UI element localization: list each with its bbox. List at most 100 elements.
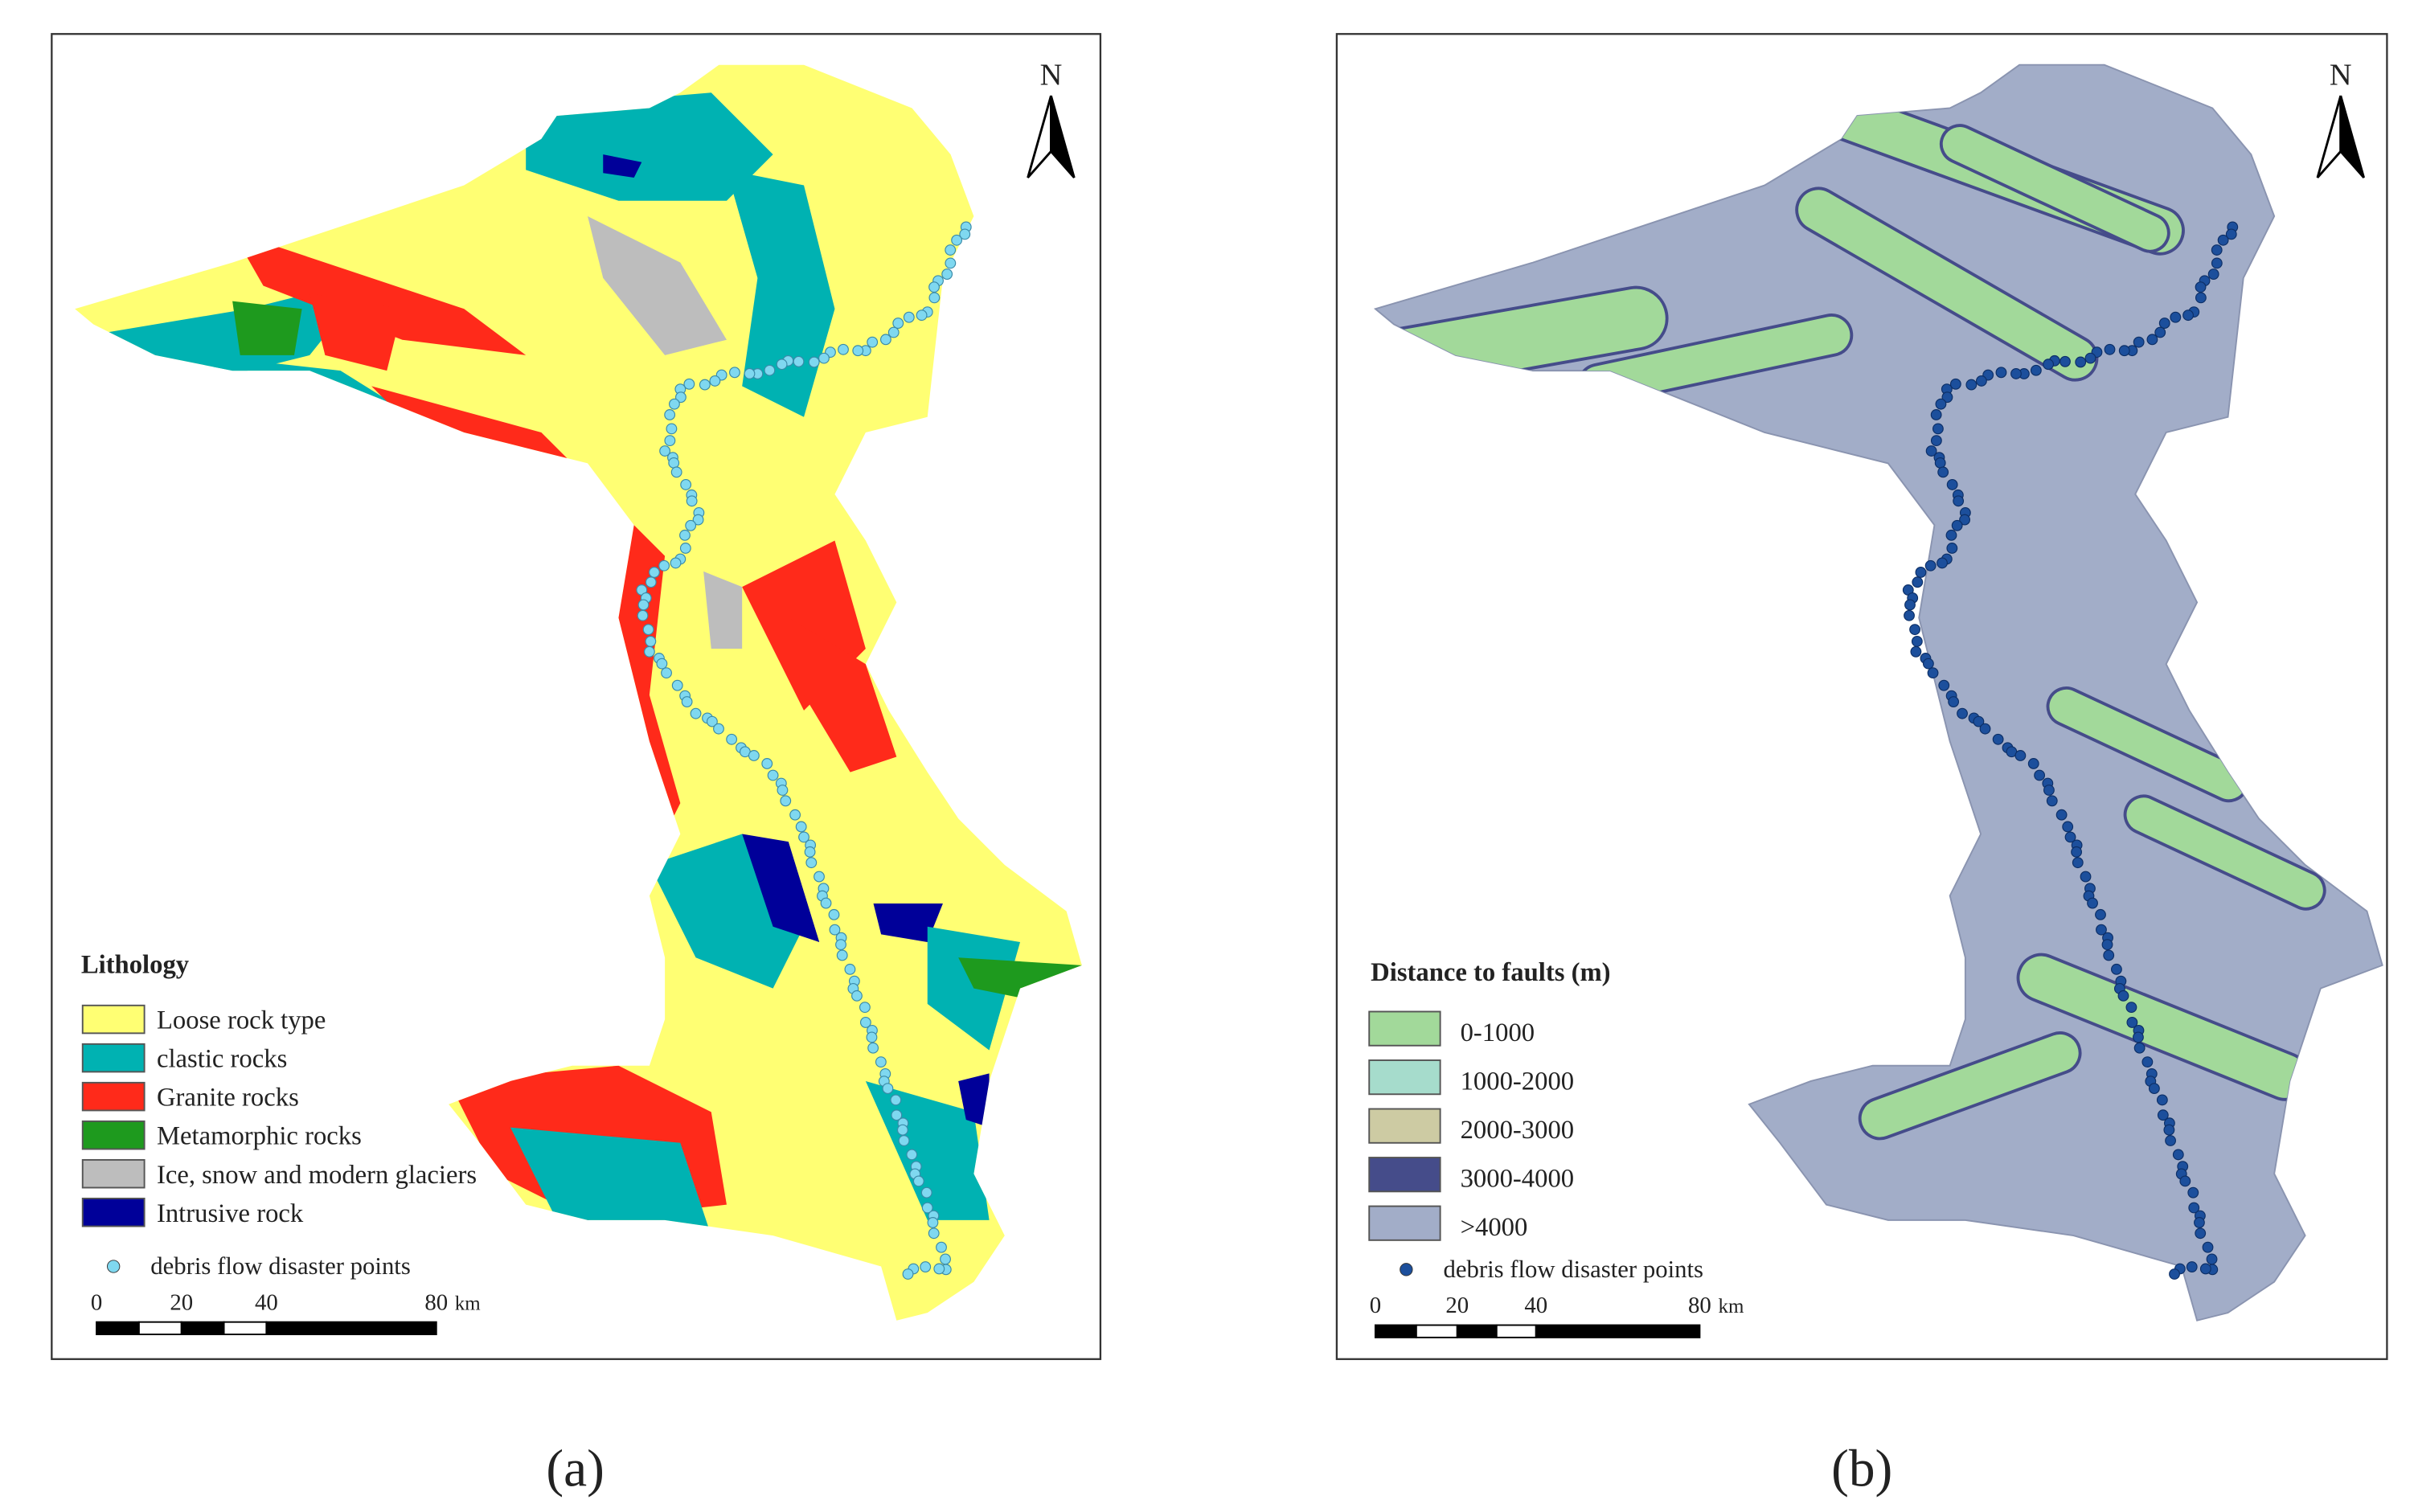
debris-point (2075, 356, 2087, 368)
debris-point (2118, 345, 2130, 357)
debris-point (2172, 1149, 2184, 1161)
legend-label: 2000-3000 (1461, 1116, 1575, 1145)
debris-point (683, 378, 695, 390)
debris-point (945, 244, 957, 256)
debris-point (1925, 445, 1937, 457)
debris-point (891, 1109, 903, 1121)
debris-point (686, 495, 698, 507)
debris-point (669, 398, 680, 410)
debris-point (1946, 478, 1958, 490)
debris-point (789, 809, 801, 821)
debris-point (2072, 857, 2084, 869)
debris-point (1904, 609, 1915, 621)
frame-a (51, 33, 1102, 1360)
debris-point (2148, 1083, 2160, 1095)
debris-point (818, 352, 830, 364)
debris-point (1924, 559, 1937, 572)
debris-point (2117, 990, 2129, 1002)
debris-point (916, 309, 928, 322)
debris-point (1951, 519, 1963, 531)
debris-point (2154, 326, 2166, 338)
legend-title: Distance to faults (m) (1371, 958, 1610, 987)
debris-point (649, 567, 660, 578)
legend-swatch (81, 1120, 145, 1150)
scale-bar (1456, 1324, 1498, 1338)
debris-point (959, 228, 971, 240)
debris-point (2087, 897, 2098, 909)
debris-point (1957, 707, 1968, 719)
scale-label: 0 (91, 1289, 102, 1315)
debris-point (1975, 375, 1987, 387)
north-arrow (1050, 95, 1076, 178)
debris-point (920, 1261, 932, 1272)
north-arrow (2339, 95, 2365, 178)
debris-point (1937, 557, 1948, 569)
debris-point (2182, 309, 2194, 322)
debris-point (933, 1263, 945, 1275)
fault-distance-map (1374, 64, 2383, 1321)
legend-swatch (1368, 1157, 1441, 1193)
debris-point (2207, 268, 2219, 280)
debris-point (777, 785, 789, 796)
debris-point (2133, 336, 2145, 348)
debris-point (2064, 831, 2076, 843)
debris-point (681, 696, 693, 707)
debris-point (814, 871, 825, 883)
debris-point (2158, 318, 2170, 329)
debris-point (2195, 281, 2207, 293)
debris-point (2084, 352, 2096, 364)
debris-point (713, 723, 724, 735)
debris-point (1912, 576, 1924, 588)
debris-point (729, 367, 740, 379)
debris-point (844, 963, 856, 975)
debris-point (642, 624, 654, 636)
north-label: N (2330, 59, 2352, 92)
debris-point (941, 268, 953, 280)
debris-point (2133, 1042, 2146, 1054)
debris-point (2104, 343, 2116, 355)
debris-point (780, 795, 792, 807)
debris-point (748, 750, 760, 761)
debris-point (709, 375, 721, 387)
scale-bar (180, 1321, 225, 1336)
debris-point (2211, 244, 2223, 256)
legend-label: 0-1000 (1461, 1018, 1535, 1047)
debris-point (1946, 543, 1958, 554)
debris-point (2157, 1109, 2169, 1121)
debris-point (892, 318, 904, 329)
legend-swatch (81, 1043, 145, 1073)
debris-point (726, 733, 738, 745)
legend-label: clastic rocks (157, 1045, 287, 1074)
debris-point (679, 543, 691, 554)
debris-point (1937, 466, 1949, 478)
debris-point (2103, 949, 2115, 961)
debris-point (866, 1031, 878, 1043)
debris-point (2059, 355, 2071, 367)
debris-point (798, 831, 809, 843)
debris-point (661, 667, 672, 679)
debris-point (2010, 367, 2022, 379)
legend-label: debris flow disaster points (150, 1252, 411, 1280)
legend-label: debris flow disaster points (1443, 1256, 1703, 1283)
debris-point (664, 409, 676, 420)
legend-label: Granite rocks (157, 1084, 299, 1112)
debris-point (1995, 367, 2007, 379)
scale-unit: km (455, 1293, 481, 1314)
debris-point (928, 1227, 940, 1240)
debris-point (852, 345, 864, 357)
debris-point (2156, 1094, 2168, 1106)
debris-point (2062, 821, 2074, 833)
scale-label: 0 (1370, 1293, 1381, 1318)
debris-point (920, 1186, 932, 1199)
debris-point (2187, 1186, 2199, 1199)
scale-label: 20 (1445, 1293, 1469, 1318)
scale-bar (137, 1321, 182, 1336)
debris-point (2046, 795, 2058, 807)
legend-label: 1000-2000 (1461, 1067, 1575, 1096)
scale-label: 20 (170, 1289, 193, 1315)
debris-point (945, 257, 957, 269)
debris-point (887, 326, 900, 338)
debris-point (2043, 785, 2055, 796)
debris-point (1930, 435, 1942, 447)
